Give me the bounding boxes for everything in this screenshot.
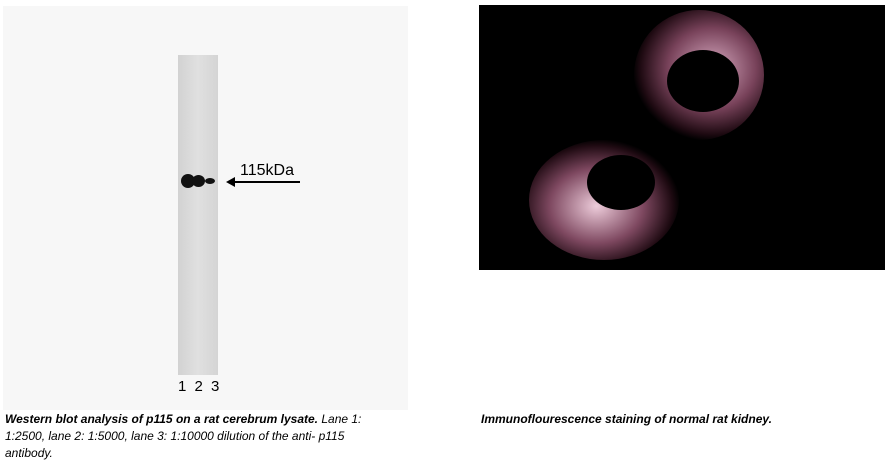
caption-body: Lane 1: 1:2500, lane 2: 1:5000, lane 3: … (5, 412, 362, 460)
band-lane-1 (181, 174, 195, 188)
arrow-line (232, 181, 300, 183)
arrow-left-icon (226, 177, 235, 187)
molecular-weight-label: 115kDa (240, 162, 294, 179)
immunofluorescence-image (479, 5, 885, 270)
caption-title: Western blot analysis of p115 on a rat c… (5, 412, 319, 426)
nucleus-upper (667, 50, 739, 112)
blot-membrane-strip (178, 55, 218, 375)
band-lane-3 (205, 178, 215, 184)
western-blot-caption: Western blot analysis of p115 on a rat c… (5, 411, 365, 462)
nucleus-lower (587, 155, 655, 210)
lane-labels: 1 2 3 (178, 378, 222, 395)
immunofluorescence-caption: Immunoflourescence staining of normal ra… (481, 412, 772, 426)
band-lane-2 (192, 175, 205, 187)
